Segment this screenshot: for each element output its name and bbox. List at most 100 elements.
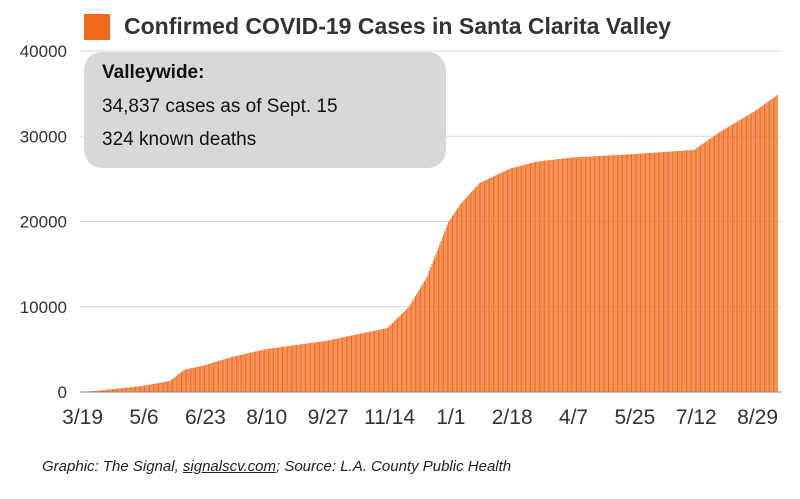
bar [391,323,393,392]
bar [152,383,154,392]
bar [747,115,749,393]
bar [694,148,696,392]
bar [634,153,636,392]
bar [715,134,717,393]
bar [445,228,447,392]
bar [114,388,116,392]
y-tick-label: 20000 [20,213,67,232]
y-axis-labels: 0 10000 20000 30000 40000 [20,42,67,402]
bar [570,157,572,392]
bar [553,159,555,392]
bar [707,140,709,392]
bar [204,365,206,392]
bar [740,119,742,393]
bar [636,153,638,392]
bar [113,388,115,392]
bar [581,156,583,392]
bar [702,143,704,392]
bar [172,378,174,392]
bar [700,145,702,392]
bar [225,358,227,392]
bar [302,344,304,392]
bar [340,337,342,392]
bar [503,171,505,392]
bar [606,155,608,392]
bar [708,139,710,392]
bar [573,157,575,392]
bar [462,201,464,392]
bar [354,334,356,392]
bar [380,329,382,392]
bar [441,237,443,392]
bar [412,300,414,392]
bar [444,231,446,392]
bar [214,362,216,392]
bar [633,154,635,392]
bar [706,140,708,392]
bar [536,161,538,392]
bar [728,126,730,392]
bar [560,158,562,392]
bar [682,150,684,392]
bar [500,172,502,392]
bar [243,354,245,392]
bar [290,345,292,392]
bar [660,152,662,392]
bar [212,362,214,392]
bar [537,161,539,392]
bar [372,330,374,392]
footer-link[interactable]: signalscv.com [182,458,276,475]
bar [546,160,548,392]
bar [339,337,341,392]
bar [210,363,212,392]
bar [261,349,263,392]
bar [96,390,98,392]
bar [279,347,281,392]
bar [421,285,423,392]
bar [719,131,721,393]
bar [123,387,125,392]
y-tick-label: 0 [58,383,67,402]
bar [365,332,367,392]
bar [335,338,337,392]
bar [679,150,681,392]
bar [248,352,250,392]
bar [519,165,521,392]
bar [244,353,246,392]
bar [661,152,663,392]
bar [620,154,622,392]
bar [154,383,156,392]
bar [457,208,459,392]
bar [613,155,615,392]
y-tick-label: 10000 [20,298,67,317]
bar [404,310,406,392]
bar [255,351,257,392]
bar [357,334,359,392]
bar [480,182,482,392]
bar [698,146,700,392]
bar [517,166,519,392]
bar [361,333,363,392]
bar [250,352,252,392]
bar [701,144,703,392]
bar [161,382,163,392]
bar [545,160,547,392]
bar [267,348,269,392]
bar [266,349,268,392]
bar [408,306,410,392]
bar [729,125,731,393]
bar [230,357,232,392]
bar [389,325,391,392]
bar [405,309,408,392]
bar [143,385,145,392]
bar [743,117,745,392]
bar [528,163,530,392]
bar [307,343,309,392]
bar [632,154,634,392]
bar [563,158,565,392]
bar [648,153,650,392]
bar [757,108,759,392]
bar [477,184,479,392]
bar [473,188,475,392]
